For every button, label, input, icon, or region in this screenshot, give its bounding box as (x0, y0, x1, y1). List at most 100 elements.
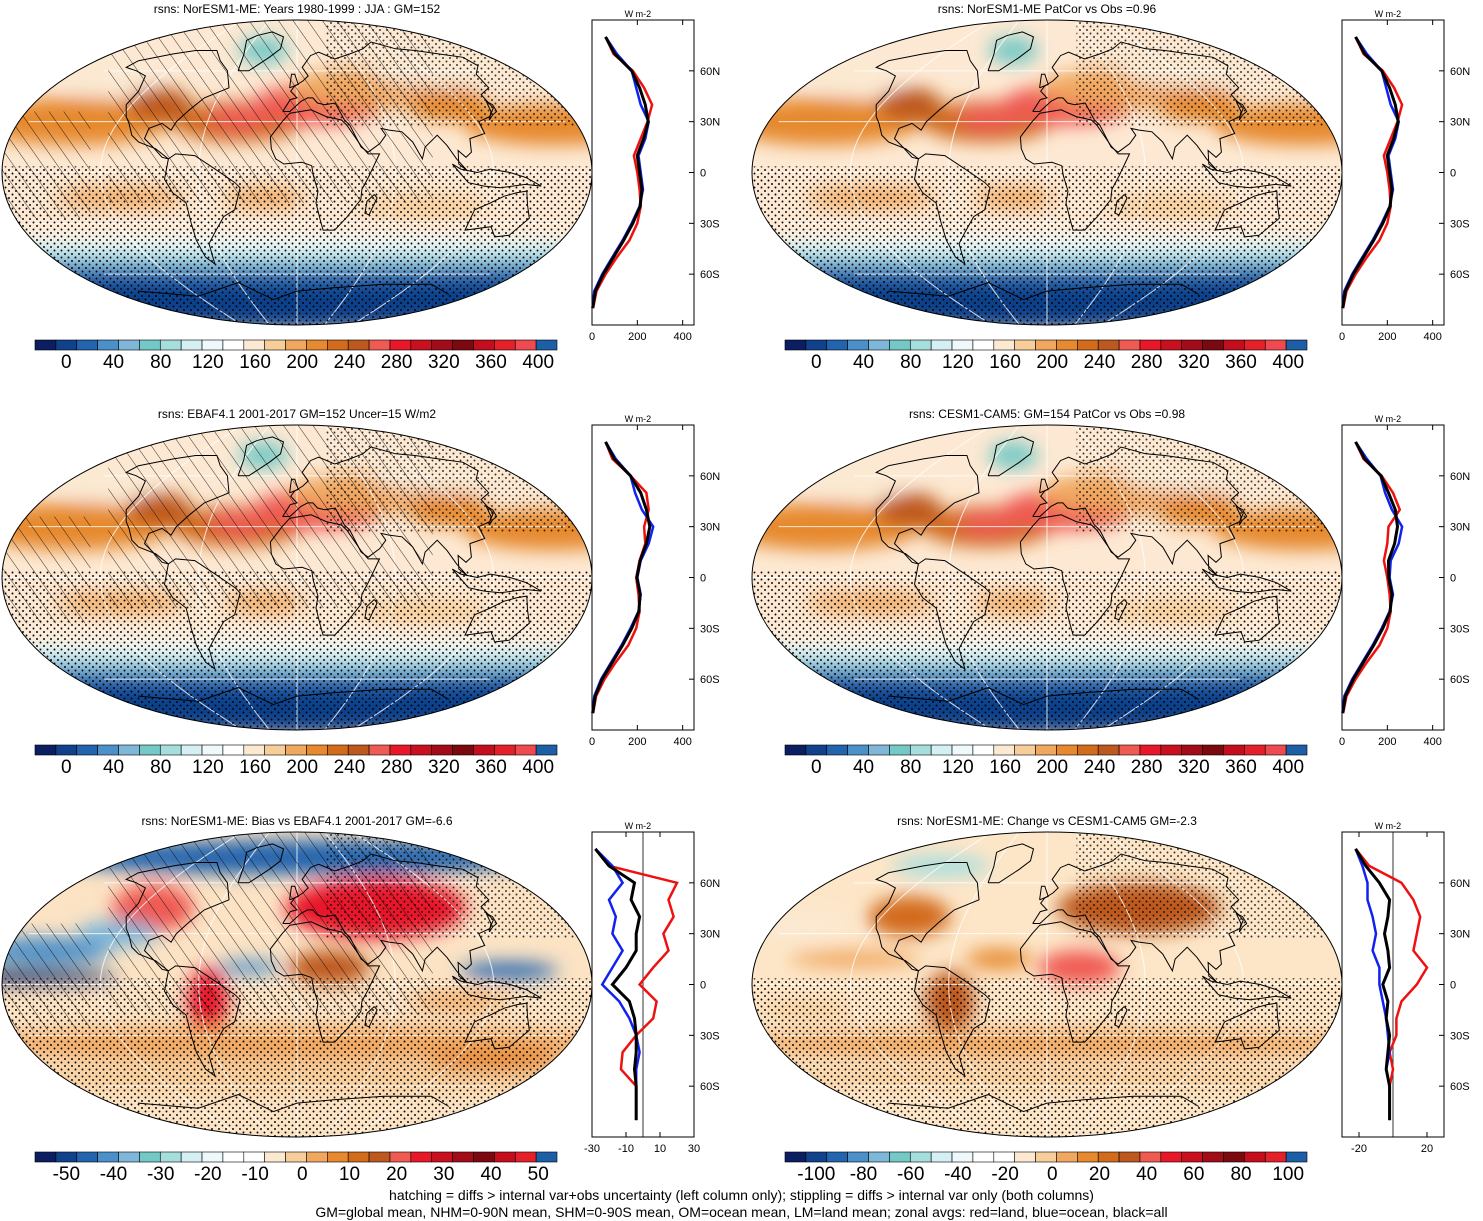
colorbar-swatch (514, 339, 537, 351)
x-tick-label: 0 (589, 331, 595, 343)
colorbar: -100 -80 -60 -40 -20 0 20 40 60 80 100 (784, 1151, 1308, 1185)
colorbar-label: 400 (1272, 352, 1304, 373)
colorbar-swatch (805, 339, 828, 351)
colorbar-label: 80 (900, 757, 921, 778)
x-tick-label: -30 (584, 1143, 600, 1155)
colorbar-swatch (1181, 339, 1203, 351)
colorbar-label: 280 (381, 352, 413, 373)
colorbar-label: 40 (853, 352, 874, 373)
panel-title: rsns: NorESM1-ME: Bias vs EBAF4.1 2001-2… (141, 814, 452, 828)
y-tick-label: 60N (1450, 66, 1470, 78)
colorbar-swatch (473, 744, 495, 756)
y-tick-label: 60S (1450, 269, 1470, 281)
colorbar-swatch (431, 1151, 453, 1163)
field-region (868, 896, 951, 938)
colorbar-swatch (201, 339, 224, 351)
y-tick-label: 60N (700, 66, 720, 78)
map (752, 832, 1342, 1137)
colorbar-swatch (452, 744, 474, 756)
colorbar-swatch (201, 744, 224, 756)
colorbar-label: 320 (428, 757, 460, 778)
hatching (2, 20, 433, 219)
y-tick-label: 60N (1450, 878, 1470, 890)
colorbar-label: 40 (103, 757, 124, 778)
y-tick-label: 30N (1450, 929, 1470, 941)
colorbar-swatch (368, 744, 391, 756)
hatching (2, 425, 433, 624)
colorbar-swatch (868, 1151, 890, 1163)
x-tick-label: 200 (1378, 331, 1396, 343)
colorbar-swatch (34, 744, 57, 756)
colorbar-swatch (222, 1151, 245, 1163)
colorbar-swatch (494, 744, 516, 756)
colorbar-swatch (784, 1151, 807, 1163)
field-region (958, 106, 1018, 131)
colorbar-swatch (264, 744, 286, 756)
colorbar-swatch (139, 1151, 161, 1163)
colorbar-swatch (1035, 1151, 1057, 1163)
colorbar-swatch (431, 744, 453, 756)
colorbar-label: 50 (528, 1164, 549, 1185)
colorbar: 0 40 80 120 160 200 240 280 320 360 400 (784, 339, 1308, 373)
colorbar-swatch (159, 339, 182, 351)
colorbar-swatch (1285, 744, 1308, 756)
colorbar-swatch (889, 1151, 911, 1163)
colorbar-swatch (431, 339, 453, 351)
unit-label: W m-2 (1375, 414, 1402, 424)
colorbar-swatch (889, 339, 911, 351)
x-tick-label: 10 (654, 1143, 666, 1155)
colorbar-swatch (514, 1151, 537, 1163)
x-tick-label: 200 (628, 331, 646, 343)
field-region (958, 511, 1018, 536)
colorbar-swatch (930, 744, 953, 756)
colorbar-label: 160 (989, 352, 1021, 373)
y-tick-label: 60S (700, 1081, 720, 1093)
colorbar-swatch (1097, 1151, 1120, 1163)
profile-line-land (1341, 36, 1404, 309)
colorbar-label: -20 (991, 1164, 1018, 1185)
footer-note-hatching: hatching = diffs > internal var+obs unce… (389, 1187, 1094, 1203)
colorbar-swatch (410, 339, 433, 351)
colorbar-label: -100 (797, 1164, 835, 1185)
colorbar-label: -10 (241, 1164, 268, 1185)
y-tick-label: 60S (1450, 1081, 1470, 1093)
panel-title: rsns: NorESM1-ME: Years 1980-1999 : JJA … (154, 2, 441, 16)
field-region (1038, 950, 1121, 985)
colorbar-swatch (243, 1151, 265, 1163)
colorbar-swatch (306, 339, 328, 351)
colorbar-label: 30 (433, 1164, 454, 1185)
colorbar-swatch (1160, 744, 1183, 756)
colorbar-swatch (847, 1151, 869, 1163)
chart-panel: rsns: NorESM1-ME: Years 1980-1999 : JJA … (1, 2, 720, 373)
colorbar-swatch (285, 1151, 307, 1163)
colorbar-label: 200 (1036, 352, 1068, 373)
map (752, 425, 1342, 730)
unit-label: W m-2 (1375, 9, 1402, 19)
colorbar-swatch (118, 339, 140, 351)
panel-title: rsns: NorESM1-ME: Change vs CESM1-CAM5 G… (897, 814, 1197, 828)
unit-label: W m-2 (1375, 821, 1402, 831)
colorbar-label: 360 (1225, 757, 1257, 778)
chart-panel: rsns: NorESM1-ME: Change vs CESM1-CAM5 G… (751, 814, 1470, 1185)
colorbar-label: -50 (53, 1164, 80, 1185)
profile-line-all (1354, 848, 1392, 1121)
colorbar-swatch (972, 744, 995, 756)
hatch-region (2, 923, 91, 1031)
colorbar-swatch (473, 1151, 495, 1163)
colorbar-swatch (1202, 744, 1224, 756)
colorbar-swatch (784, 744, 807, 756)
x-tick-label: 400 (1423, 331, 1441, 343)
colorbar-label: 80 (1230, 1164, 1251, 1185)
colorbar-label: -40 (944, 1164, 971, 1185)
colorbar-swatch (180, 1151, 203, 1163)
map (2, 20, 592, 325)
y-tick-label: 30N (1450, 522, 1470, 534)
colorbar-swatch (1223, 339, 1245, 351)
coastline (987, 843, 1035, 884)
chart-panel: rsns: NorESM1-ME: Bias vs EBAF4.1 2001-2… (1, 814, 720, 1185)
y-tick-label: 30N (700, 522, 720, 534)
coastline (987, 31, 1035, 72)
x-tick-label: 20 (1421, 1143, 1433, 1155)
colorbar-swatch (159, 744, 182, 756)
y-tick-label: 60N (1450, 471, 1470, 483)
